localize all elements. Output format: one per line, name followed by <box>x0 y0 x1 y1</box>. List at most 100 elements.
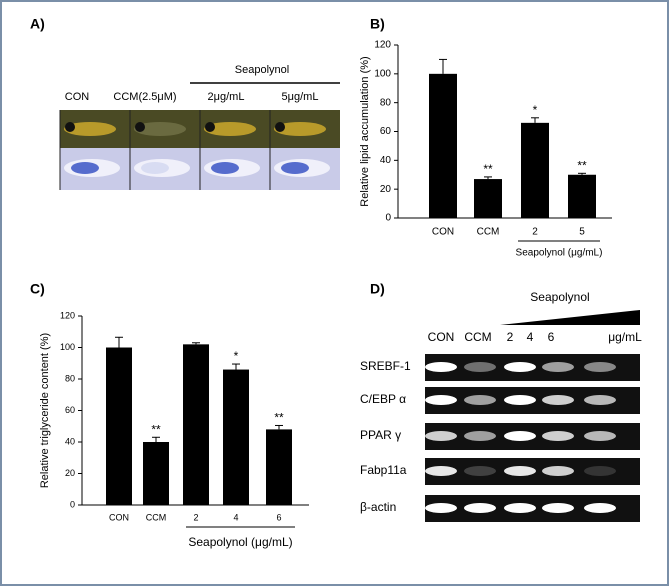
lane-label: 4 <box>527 330 534 344</box>
significance: ** <box>151 422 161 436</box>
column-label: CON <box>65 91 90 103</box>
error-bar <box>115 336 123 348</box>
panel-label: A) <box>30 16 45 32</box>
y-tick-label: 80 <box>65 373 75 383</box>
error-bar <box>152 436 160 442</box>
group-label: Seapolynol <box>530 290 589 304</box>
gel-band <box>542 503 574 513</box>
fish-eye <box>65 122 75 132</box>
group-label: Seapolynol <box>235 64 289 76</box>
bar <box>223 369 249 505</box>
fish <box>204 122 256 136</box>
fish-stain <box>141 162 169 174</box>
gel-band <box>425 503 457 513</box>
y-axis-label: Relative triglyceride content (%) <box>39 333 51 488</box>
lane-label: CON <box>428 330 455 344</box>
gel-band <box>504 503 536 513</box>
panel-label: B) <box>370 16 385 32</box>
gel-band <box>542 362 574 372</box>
gradient-triangle <box>500 310 640 325</box>
x-tick-label: CCM <box>146 512 167 522</box>
panel-label: C) <box>30 281 45 297</box>
gene-label: PPAR γ <box>360 428 401 442</box>
gel-band <box>464 466 496 476</box>
fish-eye <box>135 122 145 132</box>
y-tick-label: 60 <box>65 405 75 415</box>
y-tick-label: 0 <box>70 499 75 509</box>
gel-band <box>542 431 574 441</box>
x-tick-label: CCM <box>477 227 500 238</box>
gel-band <box>504 431 536 441</box>
y-tick-label: 80 <box>380 97 392 108</box>
column-label: CCM(2.5μM) <box>113 91 176 103</box>
gel-band <box>584 466 616 476</box>
x-tick-label: CON <box>432 227 454 238</box>
unit-label: μg/mL <box>608 330 642 344</box>
x-tick-label: 4 <box>233 512 238 522</box>
bar <box>429 73 457 218</box>
gel-band <box>425 466 457 476</box>
bar <box>474 179 502 218</box>
significance: ** <box>577 158 587 172</box>
fish-eye <box>275 122 285 132</box>
gel-band <box>504 362 536 372</box>
bar <box>106 347 132 505</box>
gel-band <box>464 431 496 441</box>
gene-label: SREBF-1 <box>360 359 411 373</box>
x-tick-label: 5 <box>579 227 585 238</box>
panel-label: D) <box>370 281 385 297</box>
x-tick-label: 2 <box>532 227 538 238</box>
y-tick-label: 40 <box>380 155 392 166</box>
x-tick-label: 2 <box>193 512 198 522</box>
lane-label: 6 <box>548 330 555 344</box>
fish <box>274 122 326 136</box>
gel-band <box>425 395 457 405</box>
gel-band <box>584 503 616 513</box>
fish <box>134 122 186 136</box>
significance: * <box>533 103 538 117</box>
fish <box>64 122 116 136</box>
bar <box>266 429 292 505</box>
gel-band <box>542 395 574 405</box>
x-tick-label: CON <box>109 512 129 522</box>
bar <box>143 442 169 505</box>
gel-band <box>584 395 616 405</box>
gel-band <box>584 431 616 441</box>
gene-label: β-actin <box>360 500 396 514</box>
column-label: 2μg/mL <box>208 91 245 103</box>
gene-label: Fabp11a <box>360 463 407 477</box>
error-bar <box>275 424 283 430</box>
lane-label: CCM <box>464 330 491 344</box>
gene-label: C/EBP α <box>360 392 406 406</box>
gel-band <box>584 362 616 372</box>
group-label: Seapolynol (μg/mL) <box>516 248 603 259</box>
y-tick-label: 100 <box>374 68 391 79</box>
error-bar <box>578 172 586 175</box>
gel-band <box>425 431 457 441</box>
fish-stain <box>281 162 309 174</box>
fish-stain <box>71 162 99 174</box>
significance: * <box>234 349 239 363</box>
significance: ** <box>274 411 284 425</box>
bar <box>568 174 596 218</box>
bar <box>521 122 549 218</box>
fish-eye <box>205 122 215 132</box>
y-tick-label: 100 <box>60 342 75 352</box>
gel-band <box>425 362 457 372</box>
group-label: Seapolynol (μg/mL) <box>188 535 292 549</box>
error-bar <box>192 342 200 345</box>
gel-band <box>464 362 496 372</box>
lane-label: 2 <box>507 330 514 344</box>
gel-band <box>504 395 536 405</box>
y-tick-label: 0 <box>385 213 391 224</box>
gel-band <box>542 466 574 476</box>
gel-band <box>504 466 536 476</box>
x-tick-label: 6 <box>276 512 281 522</box>
y-tick-label: 60 <box>380 126 392 137</box>
gel-band <box>464 395 496 405</box>
y-tick-label: 20 <box>65 468 75 478</box>
bar <box>183 344 209 505</box>
error-bar <box>439 58 447 74</box>
error-bar <box>232 363 240 370</box>
